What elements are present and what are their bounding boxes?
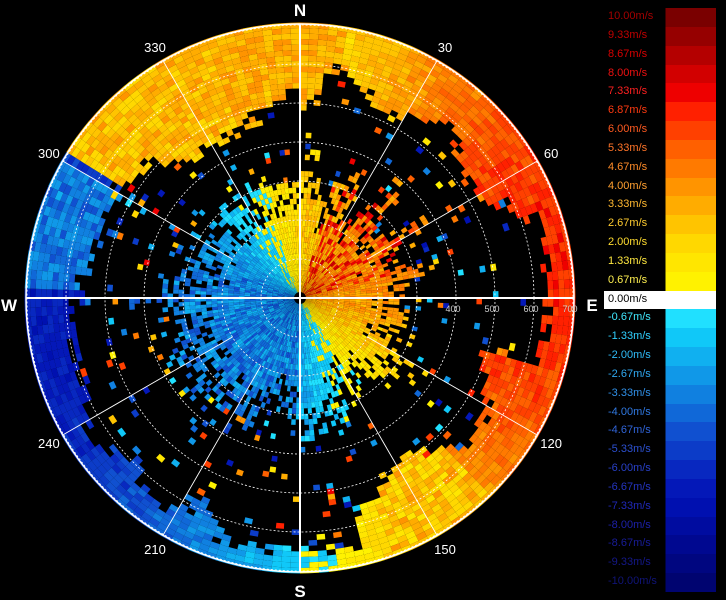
colorbar-label: 0.67m/s (608, 273, 648, 286)
colorbar-label: -10.00m/s (608, 575, 657, 588)
colorbar-swatch: 10.00m/s (604, 8, 716, 28)
range-ring-label: 600 (523, 304, 538, 314)
colorbar-swatch: 4.00m/s (604, 177, 716, 197)
azimuth-label: 30 (438, 40, 452, 55)
colorbar-swatch: -8.67m/s (604, 535, 716, 555)
colorbar-label: 6.00m/s (608, 123, 648, 136)
colorbar-label: -8.67m/s (608, 537, 651, 550)
colorbar-swatch: -6.00m/s (604, 460, 716, 480)
colorbar-swatch: -1.33m/s (604, 328, 716, 348)
colorbar-swatch: 6.87m/s (604, 102, 716, 122)
colorbar-label: 3.33m/s (608, 198, 648, 211)
colorbar-label: -9.33m/s (608, 556, 651, 569)
colorbar-swatch: 4.67m/s (604, 158, 716, 179)
colorbar-swatch: -7.33m/s (604, 497, 716, 518)
colorbar-label: 2.00m/s (608, 236, 648, 249)
colorbar-label: -5.33m/s (608, 443, 651, 456)
colorbar-label: 1.33m/s (608, 254, 648, 267)
colorbar-swatch: -6.67m/s (604, 478, 716, 499)
colorbar-swatch: -4.67m/s (604, 422, 716, 442)
colorbar-swatch: 5.33m/s (604, 139, 716, 160)
colorbar-swatch: 8.00m/s (604, 64, 716, 84)
colorbar-swatch: -5.33m/s (604, 441, 716, 461)
colorbar-label: 4.67m/s (608, 160, 648, 173)
range-ring-label: 700 (562, 304, 577, 314)
colorbar-swatch: 6.00m/s (604, 121, 716, 141)
colorbar-label: 5.33m/s (608, 141, 648, 154)
range-ring-label: 400 (445, 304, 460, 314)
azimuth-label: 240 (38, 436, 60, 451)
compass-north-label: N (294, 1, 306, 20)
azimuth-label: 120 (540, 436, 562, 451)
colorbar-swatch: 7.33m/s (604, 83, 716, 103)
colorbar-swatch: -3.33m/s (604, 384, 716, 405)
colorbar-swatch: 1.33m/s (604, 252, 716, 273)
azimuth-spoke (367, 336, 538, 436)
colorbar-label: 6.87m/s (608, 104, 648, 117)
polar-grid (25, 23, 575, 573)
colorbar-label: 10.00m/s (608, 10, 654, 22)
azimuth-spoke (162, 365, 262, 536)
azimuth-label: 150 (434, 542, 456, 557)
colorbar-swatch: 2.00m/s (604, 234, 716, 254)
colorbar-label: 0.00m/s (608, 292, 648, 305)
colorbar-label: -2.00m/s (608, 349, 651, 362)
colorbar-label: -7.33m/s (608, 499, 651, 512)
colorbar-swatch: -10.00m/s (604, 573, 716, 593)
azimuth-label: 300 (38, 146, 60, 161)
colorbar-label: 4.00m/s (608, 179, 648, 192)
colorbar-label: -0.67m/s (608, 311, 651, 324)
azimuth-label: 330 (144, 40, 166, 55)
colorbar-label: 9.33m/s (608, 28, 648, 41)
colorbar-label: -6.00m/s (608, 462, 651, 475)
colorbar-swatch: 3.33m/s (604, 196, 716, 216)
compass-west-label: W (1, 296, 18, 315)
colorbar-swatch: 0.67m/s (604, 271, 716, 292)
colorbar-swatch: -2.67m/s (604, 365, 716, 386)
colorbar-swatch: -8.00m/s (604, 516, 716, 536)
colorbar-label: 8.67m/s (608, 47, 648, 60)
colorbar-swatch: -2.00m/s (604, 347, 716, 367)
colorbar-label: 2.67m/s (608, 217, 648, 230)
azimuth-spoke (338, 365, 438, 536)
colorbar-swatch: 9.33m/s (604, 26, 716, 47)
colorbar-label: -4.67m/s (608, 424, 651, 437)
azimuth-spoke (162, 60, 262, 231)
colorbar-label: 7.33m/s (608, 85, 648, 98)
compass-south-label: S (294, 582, 305, 600)
colorbar-swatch: 0.00m/s (604, 290, 716, 310)
azimuth-label: 210 (144, 542, 166, 557)
azimuth-label: 60 (544, 146, 558, 161)
azimuth-spoke (62, 336, 233, 436)
colorbar-label: -6.67m/s (608, 480, 651, 493)
colorbar-swatch: 2.67m/s (604, 215, 716, 235)
colorbar-label: -1.33m/s (608, 330, 651, 343)
velocity-colorbar: 10.00m/s 9.33m/s 8.67m/s 8.00m/s 7.33m/s 6.87… (604, 8, 716, 593)
colorbar-swatch: -0.67m/s (604, 309, 716, 329)
colorbar-label: -2.67m/s (608, 367, 651, 380)
colorbar-label: -8.00m/s (608, 518, 651, 531)
colorbar-swatch: -4.00m/s (604, 403, 716, 423)
azimuth-spoke (338, 60, 438, 231)
colorbar-label: -4.00m/s (608, 405, 651, 418)
colorbar-label: 8.00m/s (608, 66, 648, 79)
range-ring-label: 500 (484, 304, 499, 314)
azimuth-spoke (367, 160, 538, 260)
colorbar-swatch: 8.67m/s (604, 45, 716, 65)
compass-east-label: E (586, 296, 597, 315)
colorbar-swatch: -9.33m/s (604, 554, 716, 574)
polar-labels: N S E W 30 60 120 150 210 240 300 330 400 500 600 7… (1, 1, 598, 600)
azimuth-spoke (62, 160, 233, 260)
colorbar-label: -3.33m/s (608, 386, 651, 399)
